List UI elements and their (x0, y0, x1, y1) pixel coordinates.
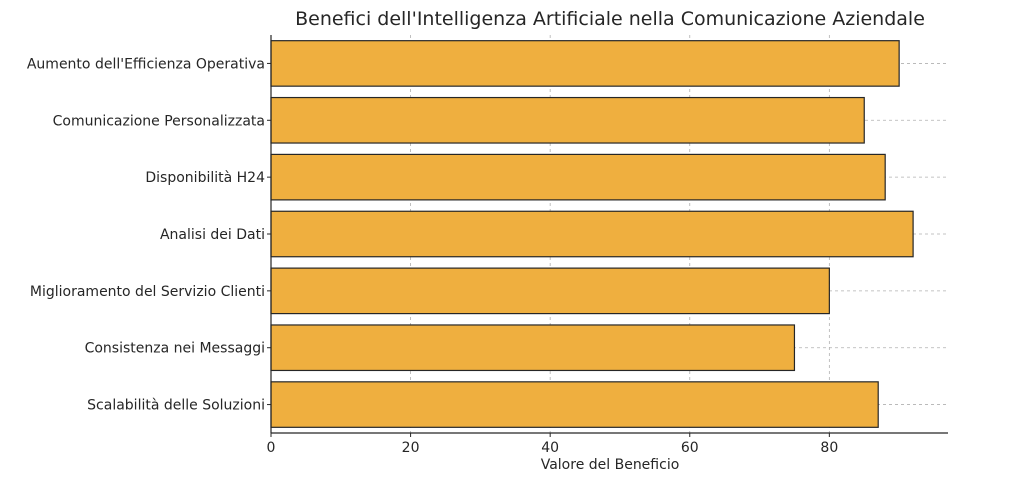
y-tick-label: Consistenza nei Messaggi (85, 341, 265, 357)
x-tick-label: 20 (402, 440, 420, 456)
y-tick-label: Miglioramento del Servizio Clienti (30, 284, 265, 300)
y-tick-label: Aumento dell'Efficienza Operativa (27, 56, 265, 72)
y-tick-label: Disponibilità H24 (145, 170, 265, 186)
bar (270, 267, 830, 315)
bar (270, 381, 879, 428)
bar (270, 40, 900, 87)
y-tick-label: Comunicazione Personalizzata (53, 113, 265, 129)
x-tick-label: 80 (820, 440, 838, 456)
x-tick-labels: 0 20 40 60 80 (267, 440, 839, 456)
axes-layer (267, 35, 948, 437)
bars-layer (270, 40, 914, 428)
x-axis-label: Valore del Beneficio (541, 457, 680, 473)
y-tick-label: Scalabilità delle Soluzioni (87, 398, 265, 414)
x-tick-label: 40 (541, 440, 559, 456)
bar (270, 210, 914, 258)
y-tick-label: Analisi dei Dati (160, 227, 265, 243)
bar (270, 96, 865, 144)
x-tick-label: 0 (267, 440, 276, 456)
bar (270, 153, 886, 201)
chart-title: Benefici dell'Intelligenza Artificiale n… (295, 8, 925, 30)
x-tick-label: 60 (681, 440, 699, 456)
y-tick-labels: Aumento dell'Efficienza Operativa Comunic… (27, 56, 265, 413)
bar (270, 324, 796, 372)
